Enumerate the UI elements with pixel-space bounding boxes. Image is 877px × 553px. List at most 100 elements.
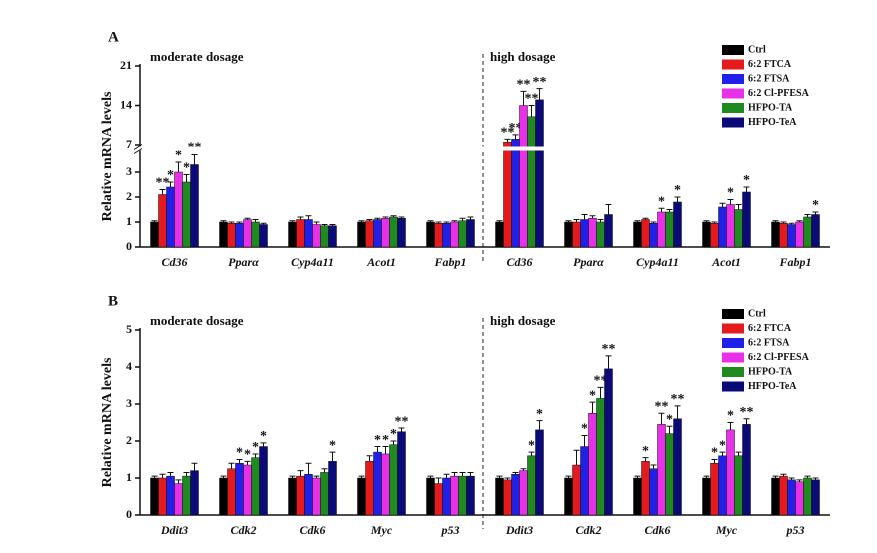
bar — [182, 181, 191, 248]
bar — [397, 218, 406, 248]
bar — [442, 477, 451, 516]
error-bar — [159, 189, 166, 195]
error-bar — [597, 386, 604, 399]
error-bar — [536, 88, 543, 100]
x-tick-label: Fabp1 — [433, 255, 466, 269]
bar — [519, 105, 528, 248]
annotation: high dosage — [490, 49, 556, 64]
bar — [166, 475, 175, 516]
significance: * — [536, 407, 543, 422]
bar — [434, 223, 443, 248]
error-bar — [382, 216, 389, 219]
bar — [572, 464, 581, 516]
bar — [458, 220, 467, 248]
bar — [373, 451, 382, 516]
error-bar — [504, 477, 511, 480]
error-bar — [780, 473, 787, 477]
bar — [811, 214, 820, 248]
error-bar — [252, 219, 259, 222]
error-bar — [366, 455, 373, 462]
bar — [726, 429, 735, 516]
error-bar — [674, 405, 681, 419]
legend-label: 6:2 FTCA — [748, 59, 792, 70]
bar — [710, 223, 719, 248]
bar — [442, 223, 451, 248]
bar — [519, 470, 528, 516]
error-bar — [297, 216, 304, 220]
bar — [649, 223, 658, 248]
x-tick-label: Cd36 — [161, 255, 187, 269]
bar — [219, 221, 228, 248]
bar — [641, 461, 650, 516]
error-bar — [674, 196, 681, 202]
bar — [710, 462, 719, 516]
error-bar — [573, 219, 580, 222]
error-bar — [159, 473, 166, 478]
bar — [718, 206, 727, 248]
bar — [174, 483, 183, 516]
x-tick-label: Pparα — [228, 255, 259, 269]
bar — [803, 216, 812, 248]
legend-swatch — [722, 338, 744, 348]
legend-label: HFPO-TA — [748, 102, 793, 113]
y-tick-label: 5 — [126, 322, 132, 336]
significance: * — [528, 438, 535, 453]
bar — [580, 446, 589, 516]
error-bar — [366, 219, 373, 221]
bar — [795, 481, 804, 516]
significance: ** — [509, 121, 523, 136]
error-bar — [634, 220, 641, 222]
bar — [227, 468, 236, 516]
x-tick-label: p53 — [786, 523, 805, 537]
error-bar — [398, 216, 405, 219]
bar — [426, 477, 435, 516]
x-tick-label: Cyp4a11 — [291, 255, 334, 269]
error-bar — [443, 221, 450, 224]
significance: ** — [740, 405, 754, 420]
y-tick-label: 2 — [126, 189, 132, 203]
error-bar — [788, 222, 795, 225]
significance: * — [581, 422, 588, 437]
y-tick-label: 4 — [126, 359, 132, 373]
x-tick-label: Acot1 — [366, 255, 396, 269]
y-axis-label: Relative mRNA levels — [100, 357, 115, 487]
bar — [527, 116, 536, 248]
x-tick-label: Ddit3 — [160, 523, 188, 537]
significance: ** — [517, 78, 531, 93]
bar — [158, 477, 167, 516]
error-bar — [467, 471, 474, 477]
bar — [742, 191, 751, 248]
bar — [588, 413, 597, 516]
bar — [742, 424, 751, 516]
error-bar — [597, 219, 604, 222]
error-bar — [780, 221, 787, 224]
bar — [588, 218, 597, 248]
legend-swatch — [722, 59, 744, 70]
error-bar — [642, 217, 649, 220]
annotation: moderate dosage — [150, 49, 244, 64]
bar — [657, 424, 666, 516]
significance: * — [727, 186, 734, 201]
significance: ** — [594, 374, 608, 389]
bar — [219, 477, 228, 516]
y-tick-label: 0 — [126, 507, 132, 521]
error-bar — [220, 475, 227, 478]
bar — [434, 483, 443, 516]
bar — [259, 224, 268, 248]
significance: * — [589, 388, 596, 403]
error-bar — [244, 217, 251, 220]
bar — [174, 171, 183, 248]
legend-label: 6:2 FTSA — [748, 73, 790, 84]
annotation: moderate dosage — [150, 313, 244, 328]
x-tick-label: Cdk6 — [644, 523, 670, 537]
x-tick-label: Myc — [715, 523, 738, 537]
legend-label: 6:2 FTCA — [748, 323, 792, 334]
bar — [787, 224, 796, 248]
bar — [397, 431, 406, 516]
error-bar — [772, 475, 779, 478]
error-bar — [390, 215, 397, 217]
bar — [288, 477, 297, 516]
annotation: high dosage — [490, 313, 556, 328]
error-bar — [650, 464, 657, 469]
